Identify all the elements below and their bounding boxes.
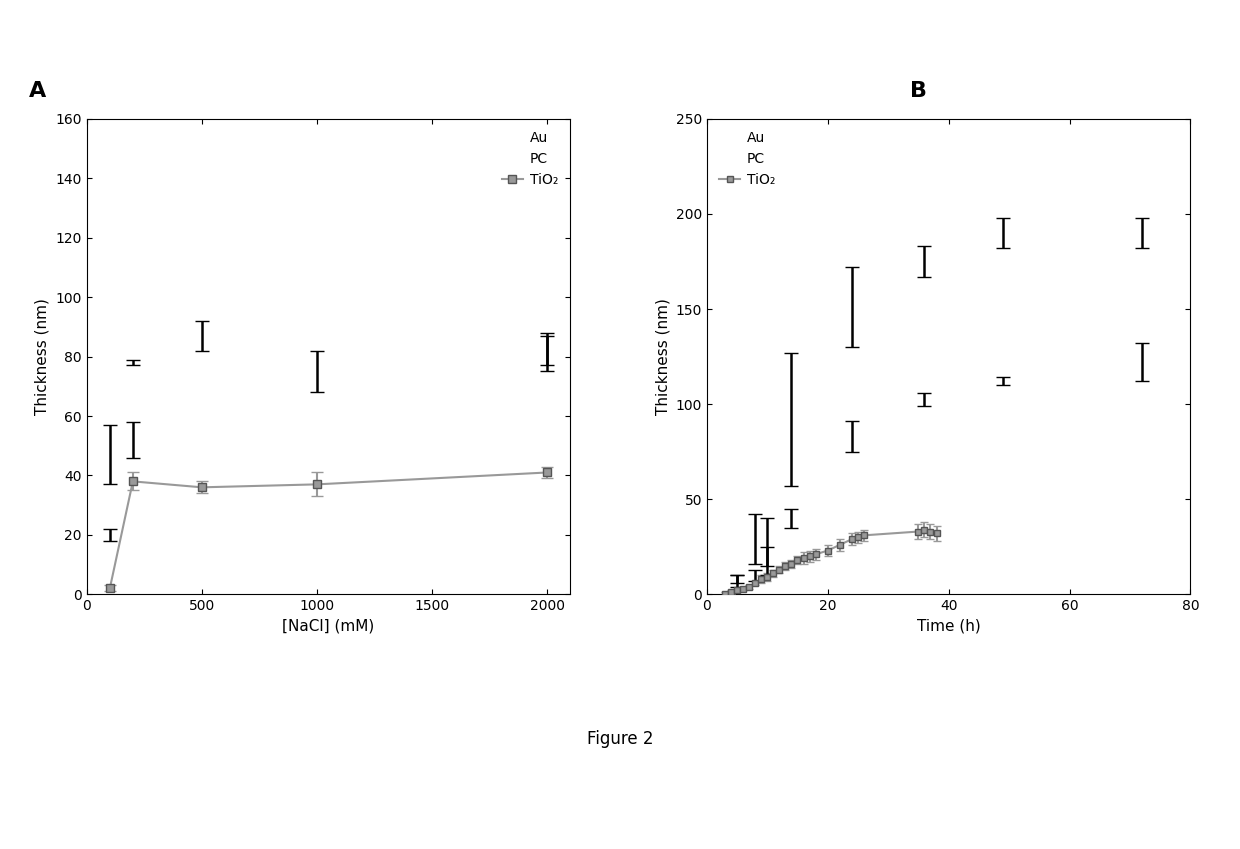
Legend: Au, PC, TiO₂: Au, PC, TiO₂ [496, 126, 563, 193]
X-axis label: Time (h): Time (h) [916, 619, 981, 633]
Text: B: B [910, 81, 928, 101]
Legend: Au, PC, TiO₂: Au, PC, TiO₂ [714, 126, 781, 193]
Text: Figure 2: Figure 2 [587, 729, 653, 748]
Y-axis label: Thickness (nm): Thickness (nm) [655, 298, 670, 415]
X-axis label: [NaCl] (mM): [NaCl] (mM) [283, 619, 374, 633]
Y-axis label: Thickness (nm): Thickness (nm) [35, 298, 50, 415]
Text: A: A [29, 81, 46, 101]
